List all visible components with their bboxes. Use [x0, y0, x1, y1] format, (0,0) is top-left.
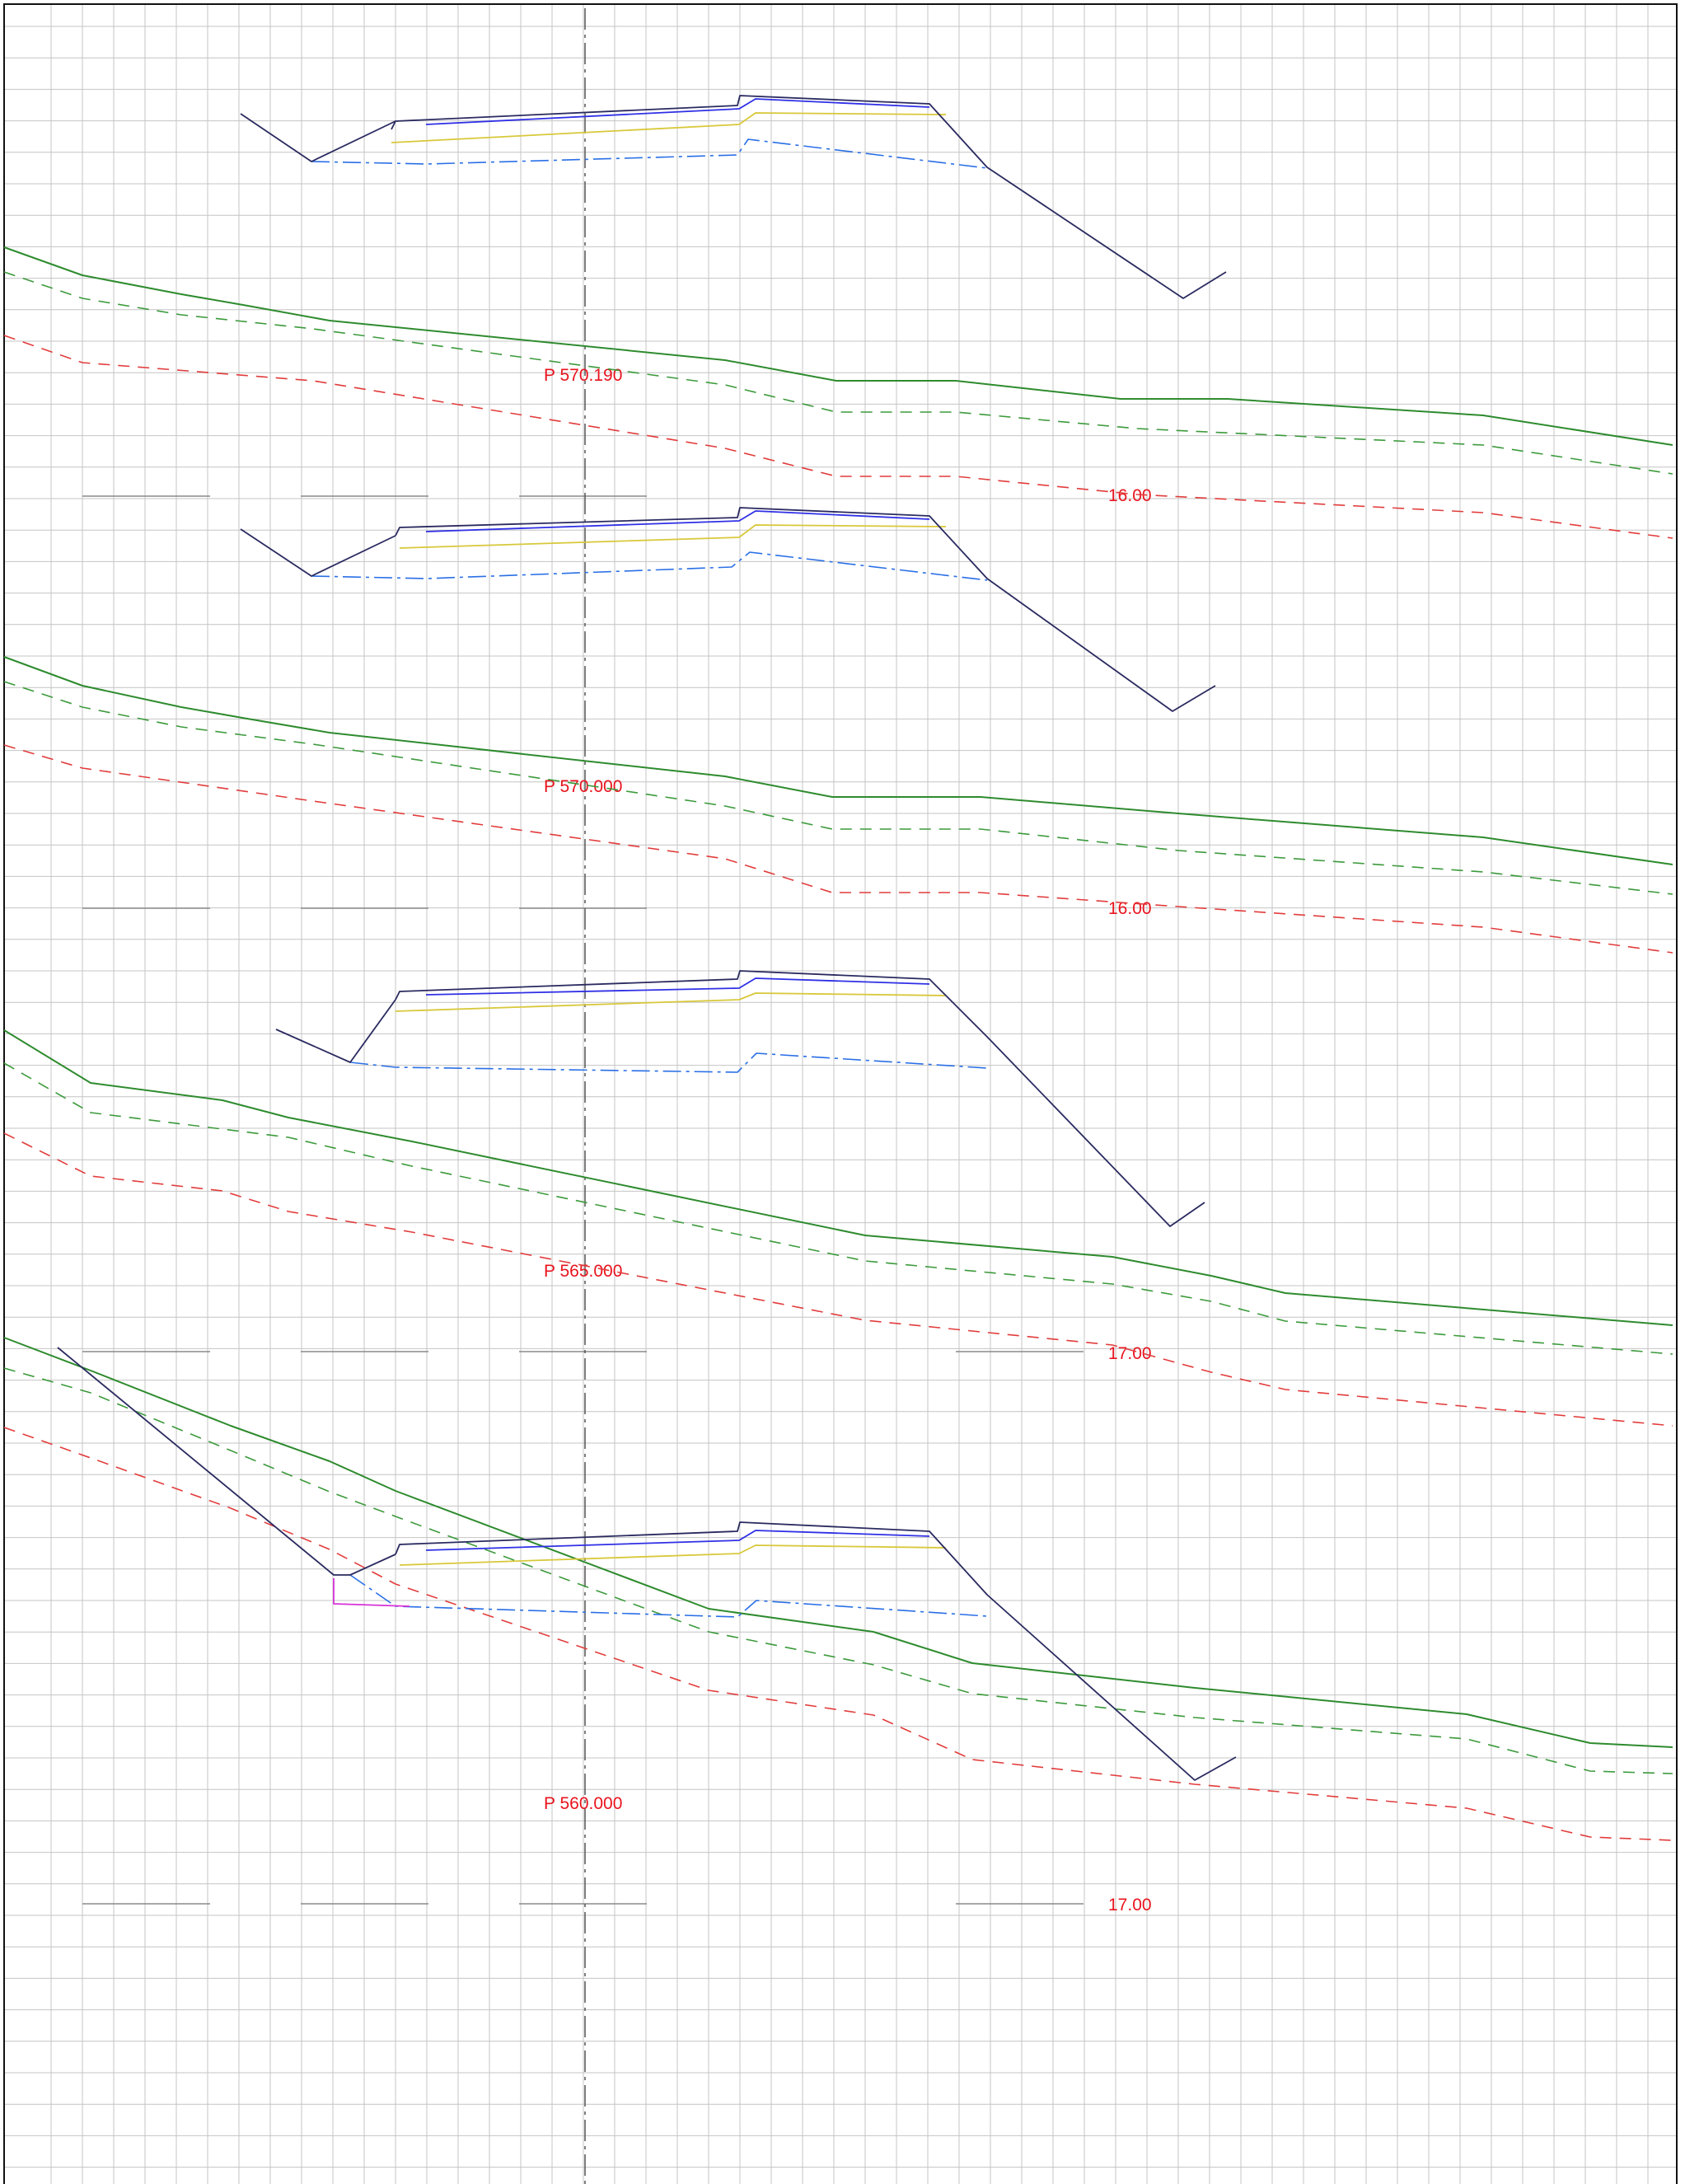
ground-line [3, 1337, 1673, 1748]
base-layer-line [391, 112, 947, 143]
width-label: 16.00 [1108, 486, 1152, 505]
reference-marks [82, 495, 1084, 1905]
station-label: P 565.000 [544, 1262, 622, 1281]
left-ditch-line [240, 528, 396, 577]
subgrade-line [311, 138, 988, 169]
subgrade-line [349, 1052, 988, 1073]
station-label: P 570.000 [544, 777, 622, 796]
base-layer-line [399, 524, 947, 549]
drain-line [333, 1578, 410, 1607]
left-ditch-line [240, 113, 396, 162]
terrain-layer-1-line [3, 1367, 1673, 1774]
width-label: 17.00 [1108, 1344, 1152, 1363]
grid [4, 4, 1677, 2184]
cross-section-p570-000: P 570.000 16.00 [3, 507, 1673, 954]
left-ditch-line [57, 1347, 396, 1576]
road-surface-line [395, 970, 1205, 1227]
width-label: 16.00 [1108, 899, 1152, 918]
ground-line [3, 656, 1673, 865]
binder-layer-line [425, 977, 930, 996]
binder-layer-line [425, 1530, 930, 1551]
terrain-layer-2-line [3, 744, 1673, 954]
terrain-layer-2-line [3, 1132, 1673, 1427]
cross-section-p570-190: P 570.190 16.00 [3, 95, 1673, 539]
cross-section-p560-000: P 560.000 17.00 [3, 1337, 1673, 1915]
binder-layer-line [425, 98, 930, 125]
terrain-layer-2-line [3, 1427, 1673, 1841]
road-surface-line [391, 95, 1227, 299]
station-label: P 560.000 [544, 1794, 622, 1813]
subgrade-line [311, 551, 988, 581]
station-label: P 570.190 [544, 366, 622, 385]
terrain-layer-1-line [3, 681, 1673, 895]
terrain-layer-2-line [3, 335, 1673, 539]
road-surface-line [395, 1521, 1237, 1781]
road-surface-line [395, 507, 1216, 712]
width-label: 17.00 [1108, 1896, 1152, 1915]
drawing-frame [3, 3, 1678, 2184]
binder-layer-line [425, 510, 930, 532]
left-ditch-line [275, 999, 396, 1063]
ground-line [3, 246, 1673, 446]
subgrade-line [349, 1574, 988, 1618]
base-layer-line [395, 992, 947, 1012]
terrain-layer-1-line [3, 1062, 1673, 1355]
cross-section-p565-000: P 565.000 17.00 [3, 970, 1673, 1427]
base-layer-line [399, 1544, 947, 1566]
ground-line [3, 1029, 1673, 1326]
